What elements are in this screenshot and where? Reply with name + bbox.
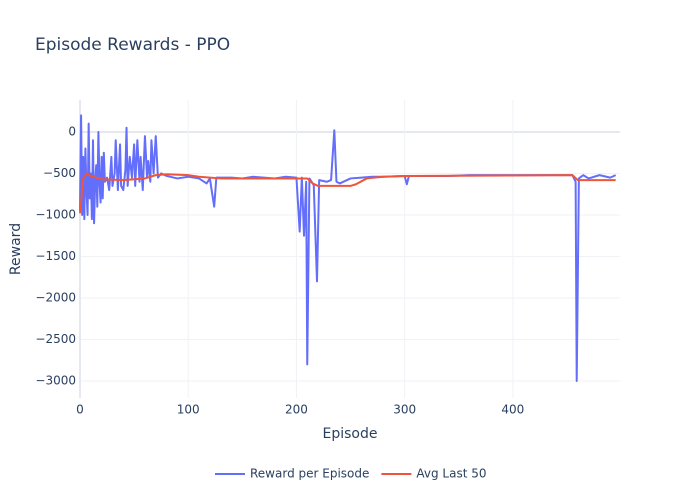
y-tick-label: 0 bbox=[68, 124, 76, 138]
chart-title: Episode Rewards - PPO bbox=[35, 35, 230, 55]
x-tick-label: 0 bbox=[76, 403, 84, 417]
y-tick-label: −1500 bbox=[35, 249, 76, 263]
y-tick-label: −2000 bbox=[35, 290, 76, 304]
y-tick-label: −2500 bbox=[35, 332, 76, 346]
legend: Reward per Episode Avg Last 50 bbox=[215, 467, 487, 481]
legend-label: Reward per Episode bbox=[250, 467, 369, 481]
x-tick-label: 300 bbox=[393, 403, 416, 417]
y-tick-label: −3000 bbox=[35, 373, 76, 387]
x-axis-title: Episode bbox=[323, 426, 378, 442]
x-tick-label: 100 bbox=[177, 403, 200, 417]
legend-label: Avg Last 50 bbox=[416, 467, 486, 481]
x-tick-label: 400 bbox=[501, 403, 524, 417]
y-tick-label: −1000 bbox=[35, 207, 76, 221]
line-series bbox=[79, 172, 616, 214]
y-tick-label: −500 bbox=[43, 166, 76, 180]
line-series bbox=[79, 114, 617, 382]
y-axis-title: Reward bbox=[8, 223, 24, 275]
x-tick-label: 200 bbox=[285, 403, 308, 417]
